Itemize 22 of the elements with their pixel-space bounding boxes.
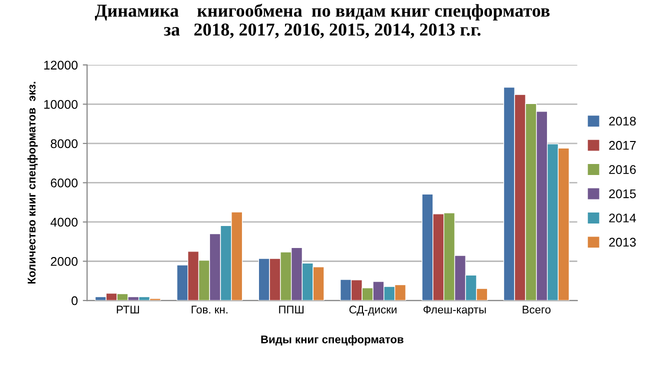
y-tick-label: 4000 [50, 218, 78, 227]
y-tick-label: 8000 [50, 139, 78, 148]
y-tick-label: 6000 [50, 178, 78, 188]
legend-label: 2017 [609, 140, 636, 150]
x-tick-label: Всего [522, 306, 551, 314]
y-tick-label: 2000 [50, 257, 78, 266]
legend-label: 2018 [609, 116, 636, 126]
legend-label: 2014 [609, 214, 636, 222]
legend-label: 2015 [609, 189, 636, 198]
legend-label: 2016 [609, 165, 636, 174]
chart-title: Динамика книгообмена по видам книг спецформатов за 2018, 2017, 2016, 2015, 2014, 2013 г.г. [94, 4, 550, 38]
x-axis-title: Виды книг спецформатов [261, 335, 404, 346]
y-axis-title: Количество книг спецформатов экз. [27, 82, 38, 284]
x-tick-label: СД-диски [349, 306, 396, 316]
y-tick-label: 10000 [44, 100, 78, 109]
x-tick-label: Гов. кн. [192, 306, 228, 314]
legend-label: 2013 [609, 238, 636, 247]
x-tick-label: ППШ [279, 306, 304, 314]
y-tick-label: 0 [72, 296, 78, 306]
x-tick-label: Флеш-карты [424, 306, 486, 316]
y-tick-label: 12000 [44, 60, 78, 70]
x-tick-label: РТШ [116, 306, 139, 314]
